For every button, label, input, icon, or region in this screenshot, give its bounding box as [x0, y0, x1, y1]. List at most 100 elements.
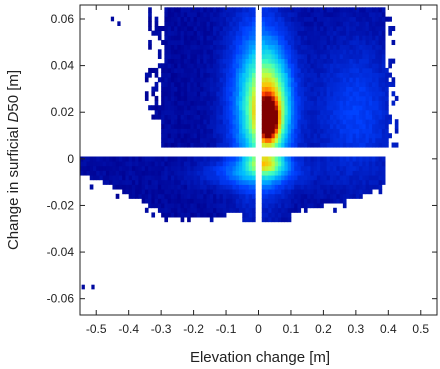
heatmap-cell [196, 44, 201, 50]
heatmap-cell [252, 137, 256, 143]
heatmap-cell [190, 81, 194, 87]
heatmap-cell [174, 30, 178, 36]
heatmap-cell [287, 212, 292, 218]
heatmap-cell [222, 49, 227, 55]
heatmap-cell [193, 165, 198, 171]
heatmap-cell [206, 67, 211, 73]
heatmap-cell [362, 49, 366, 55]
heatmap-cell [368, 142, 373, 148]
heatmap-cell [245, 175, 250, 181]
heatmap-cell [170, 67, 175, 73]
heatmap-cell [242, 72, 246, 78]
heatmap-cell [122, 161, 126, 167]
heatmap-cell [329, 86, 334, 92]
heatmap-cell [287, 198, 292, 204]
heatmap-cell [372, 21, 376, 27]
heatmap-cell [297, 86, 302, 92]
heatmap-cell [115, 165, 120, 171]
heatmap-cell [381, 179, 386, 185]
y-axis-ticks: 0.060.040.020-0.02-0.04-0.06 [47, 12, 437, 306]
heatmap-cell [213, 156, 217, 162]
heatmap-cell [200, 105, 204, 111]
heatmap-cell [161, 170, 165, 176]
heatmap-cell [242, 21, 246, 27]
heatmap-cell [170, 16, 175, 22]
heatmap-cell [375, 7, 379, 13]
heatmap-cell [303, 95, 308, 101]
heatmap-cell [196, 25, 201, 32]
heatmap-cell [362, 58, 366, 64]
heatmap-cell [274, 203, 279, 209]
heatmap-cell [346, 105, 350, 111]
heatmap-cell [375, 53, 379, 60]
heatmap-cell [164, 203, 169, 209]
heatmap-cell [157, 105, 162, 111]
heatmap-cell [235, 81, 240, 87]
heatmap-cell [349, 25, 354, 32]
heatmap-cell [252, 128, 256, 134]
heatmap-cell [310, 16, 315, 22]
heatmap-cell [229, 119, 233, 125]
heatmap-cell [368, 53, 373, 60]
heatmap-cell [326, 156, 331, 162]
heatmap-cell [245, 7, 250, 13]
heatmap-cell [264, 11, 269, 18]
heatmap-cell [96, 156, 100, 162]
heatmap-cell [274, 133, 279, 139]
heatmap-cell [209, 58, 214, 64]
heatmap-cell [177, 133, 182, 139]
heatmap-cell [216, 133, 220, 139]
heatmap-cell [213, 203, 217, 209]
heatmap-cell [329, 128, 334, 134]
heatmap-cell [248, 189, 253, 195]
heatmap-cell [388, 133, 392, 139]
heatmap-cell [252, 58, 256, 64]
heatmap-cell [248, 63, 253, 69]
heatmap-cell [329, 193, 334, 199]
heatmap-cell [294, 63, 298, 69]
heatmap-cell [365, 7, 370, 13]
heatmap-cell [157, 189, 162, 195]
heatmap-cell [135, 170, 139, 176]
heatmap-cell [268, 35, 272, 41]
heatmap-cell [196, 67, 201, 73]
heatmap-cell [193, 109, 198, 115]
heatmap-cell [333, 86, 337, 92]
heatmap-cell [170, 189, 175, 195]
heatmap-cell [388, 119, 392, 125]
heatmap-cell [300, 63, 305, 69]
heatmap-cell [174, 170, 178, 176]
heatmap-cell [248, 67, 253, 73]
heatmap-cell [333, 63, 337, 69]
heatmap-cell [284, 114, 289, 120]
heatmap-cell [333, 77, 337, 83]
heatmap-cell [339, 123, 344, 129]
heatmap-cell [232, 58, 237, 64]
heatmap-cell [326, 100, 331, 106]
heatmap-cell [177, 207, 182, 213]
heatmap-cell [164, 16, 169, 22]
heatmap-cell [310, 142, 315, 148]
heatmap-cell [200, 114, 204, 120]
heatmap-cell [362, 119, 366, 125]
heatmap-cell [232, 161, 237, 167]
heatmap-cell [271, 179, 276, 185]
heatmap-cell [320, 179, 324, 185]
heatmap-cell [333, 198, 337, 204]
heatmap-cell [375, 63, 379, 69]
heatmap-cell [329, 114, 334, 120]
heatmap-cell [378, 184, 383, 190]
heatmap-cell [355, 21, 360, 27]
heatmap-cell [326, 119, 331, 125]
heatmap-cell [372, 49, 376, 55]
heatmap-cell [365, 179, 370, 185]
heatmap-cell [303, 72, 308, 78]
heatmap-cell [219, 165, 224, 171]
heatmap-cell [323, 109, 328, 115]
heatmap-cell [310, 119, 315, 125]
heatmap-cell [248, 16, 253, 22]
heatmap-cell [303, 100, 308, 106]
heatmap-cell [381, 133, 386, 139]
heatmap-cell [307, 100, 311, 106]
heatmap-cell [320, 30, 324, 36]
